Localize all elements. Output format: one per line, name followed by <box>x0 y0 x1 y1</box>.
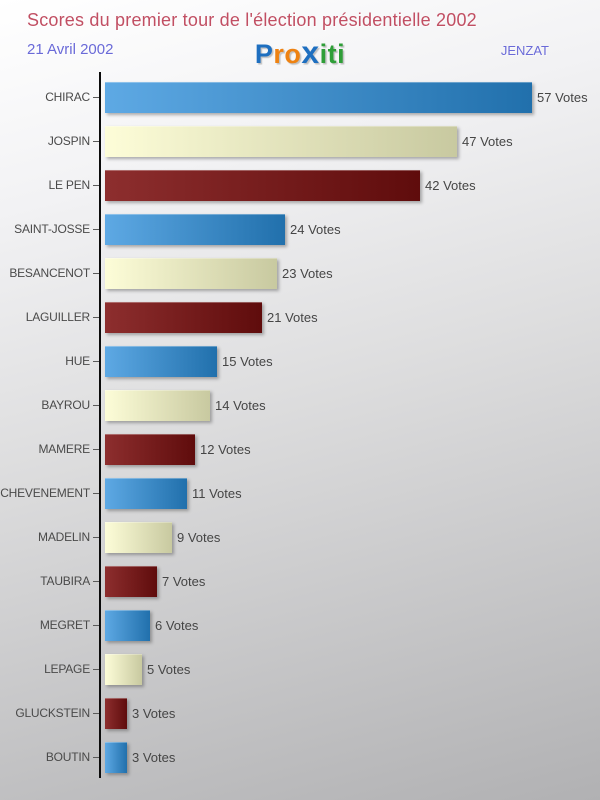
bar-chevenement <box>105 477 187 509</box>
tick-mark <box>93 448 99 450</box>
bar-label: CHEVENEMENT <box>0 486 90 500</box>
bar-row: LAGUILLER 21 Votes <box>0 295 600 339</box>
tick-mark <box>93 96 99 98</box>
tick-mark <box>93 184 99 186</box>
tick-mark <box>93 272 99 274</box>
bar-label: MEGRET <box>39 618 90 632</box>
logo-letter: i <box>319 39 328 69</box>
tick-mark <box>93 404 99 406</box>
tick-mark <box>93 624 99 626</box>
bar-row: MEGRET 6 Votes <box>0 603 600 647</box>
bar-label: BOUTIN <box>45 750 90 764</box>
tick-mark <box>93 580 99 582</box>
bar-row: LEPAGE 5 Votes <box>0 647 600 691</box>
bar-gluckstein <box>105 697 127 729</box>
bar-value: 7 Votes <box>162 573 206 589</box>
bar-label: GLUCKSTEIN <box>15 706 90 720</box>
bar-label: MADELIN <box>38 530 90 544</box>
bar-row: GLUCKSTEIN 3 Votes <box>0 691 600 735</box>
bar-row: MAMERE 12 Votes <box>0 427 600 471</box>
proxiti-logo[interactable]: Proxiti <box>0 34 600 71</box>
bar-row: BESANCENOT 23 Votes <box>0 251 600 295</box>
bar-value: 11 Votes <box>192 485 242 501</box>
bar-row: TAUBIRA 7 Votes <box>0 559 600 603</box>
bar-label: JOSPIN <box>47 134 90 148</box>
bar-row: HUE 15 Votes <box>0 339 600 383</box>
bar-row: JOSPIN 47 Votes <box>0 119 600 163</box>
tick-mark <box>93 756 99 758</box>
logo-letter: r <box>273 39 285 69</box>
bar-label: LAGUILLER <box>25 310 90 324</box>
bar-besancenot <box>105 257 277 289</box>
bar-row: SAINT-JOSSE 24 Votes <box>0 207 600 251</box>
tick-mark <box>93 712 99 714</box>
bar-label: BESANCENOT <box>9 266 90 280</box>
bar-value: 5 Votes <box>147 661 191 677</box>
bar-bayrou <box>105 389 210 421</box>
bar-label: MAMERE <box>38 442 91 456</box>
bar-value: 42 Votes <box>425 177 476 193</box>
bar-label: TAUBIRA <box>40 574 90 588</box>
location-label: JENZAT <box>500 43 549 58</box>
bar-label: BAYROU <box>41 398 90 412</box>
bar-jospin <box>105 125 457 157</box>
tick-mark <box>93 140 99 142</box>
bar-row: CHEVENEMENT 11 Votes <box>0 471 600 515</box>
logo-letter: i <box>337 39 346 69</box>
bar-row: CHIRAC 57 Votes <box>0 75 600 119</box>
y-axis-line <box>99 72 101 778</box>
bar-value: 21 Votes <box>267 309 318 325</box>
bar-label: CHIRAC <box>45 90 90 104</box>
bar-taubira <box>105 565 157 597</box>
bar-row: BOUTIN 3 Votes <box>0 735 600 779</box>
bar-value: 12 Votes <box>200 441 251 457</box>
bar-value: 47 Votes <box>462 133 513 149</box>
tick-mark <box>93 360 99 362</box>
tick-mark <box>93 492 99 494</box>
bar-value: 23 Votes <box>282 265 333 281</box>
bar-value: 3 Votes <box>132 705 176 721</box>
bar-value: 6 Votes <box>155 617 199 633</box>
bar-value: 57 Votes <box>537 89 588 105</box>
bar-chart: CHIRAC 57 Votes JOSPIN 47 Votes LE PEN 42 Vot… <box>0 75 600 779</box>
bar-boutin <box>105 741 127 773</box>
bar-le-pen <box>105 169 420 201</box>
bar-lepage <box>105 653 142 685</box>
date-label: 21 Avril 2002 <box>27 41 114 58</box>
bar-megret <box>105 609 150 641</box>
bar-row: LE PEN 42 Votes <box>0 163 600 207</box>
bar-value: 9 Votes <box>177 529 221 545</box>
logo-letter: t <box>327 39 338 69</box>
bar-row: BAYROU 14 Votes <box>0 383 600 427</box>
bar-value: 15 Votes <box>222 353 273 369</box>
bar-row: MADELIN 9 Votes <box>0 515 600 559</box>
tick-mark <box>93 668 99 670</box>
bar-value: 24 Votes <box>290 221 341 237</box>
bar-label: LEPAGE <box>44 662 90 676</box>
logo-letter: x <box>301 34 320 70</box>
bar-laguiller <box>105 301 262 333</box>
tick-mark <box>93 536 99 538</box>
logo-letter: o <box>284 39 302 69</box>
bar-label: HUE <box>65 354 90 368</box>
bar-value: 3 Votes <box>132 749 176 765</box>
logo-letter: P <box>254 39 274 69</box>
bar-label: LE PEN <box>48 178 91 192</box>
bar-hue <box>105 345 217 377</box>
tick-mark <box>93 316 99 318</box>
tick-mark <box>93 228 99 230</box>
bar-mamere <box>105 433 195 465</box>
bar-chirac <box>105 81 532 113</box>
bar-madelin <box>105 521 172 553</box>
page-title: Scores du premier tour de l'élection pré… <box>27 10 477 30</box>
bar-label: SAINT-JOSSE <box>14 222 90 236</box>
bar-value: 14 Votes <box>215 397 266 413</box>
bar-saint-josse <box>105 213 285 245</box>
